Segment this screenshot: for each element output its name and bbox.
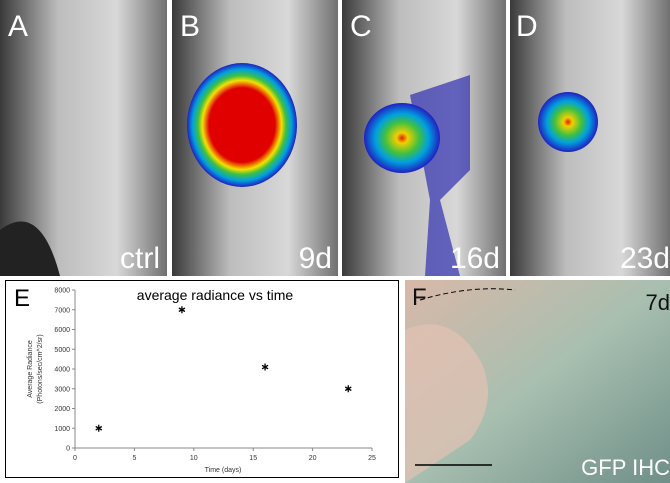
y-tick-label: 5000: [54, 347, 70, 354]
panel-f: F 7d GFP IHC: [405, 280, 670, 483]
panel-label: 7d: [646, 290, 670, 315]
panel-letter: E: [14, 285, 30, 312]
x-tick-label: 20: [309, 455, 317, 462]
panel-label: 16d: [450, 242, 500, 275]
panel-letter: D: [516, 10, 538, 43]
x-tick-label: 15: [249, 455, 257, 462]
panel-a: A ctrl: [0, 0, 167, 276]
x-tick-label: 25: [368, 455, 376, 462]
panel-label: 9d: [299, 242, 332, 275]
heat-signal: [364, 103, 440, 173]
x-tick-label: 5: [132, 455, 136, 462]
y-tick-label: 7000: [54, 307, 70, 314]
panel-letter: F: [412, 284, 427, 311]
y-tick-label: 6000: [54, 327, 70, 334]
figure: A ctrl B 9d C 16d D 23d E average radian…: [0, 0, 670, 483]
panel-label: 23d: [620, 242, 670, 275]
y-tick-label: 2000: [54, 406, 70, 413]
chart-title: average radiance vs time: [137, 287, 294, 303]
y-axis-label: (Photons/sec/cm^2/sr): [37, 334, 44, 403]
panel-letter: C: [350, 10, 372, 43]
y-tick-label: 4000: [54, 367, 70, 374]
panel-label: ctrl: [120, 242, 160, 275]
panel-letter: B: [180, 10, 200, 43]
panel-c: C 16d: [342, 0, 506, 276]
panel-letter: A: [8, 10, 28, 43]
y-tick-label: 0: [66, 446, 70, 453]
x-axis-label: Time (days): [205, 467, 242, 474]
x-tick-label: 0: [73, 455, 77, 462]
y-tick-label: 1000: [54, 426, 70, 433]
y-tick-label: 8000: [54, 288, 70, 295]
panel-b: B 9d: [172, 0, 338, 276]
y-tick-label: 3000: [54, 386, 70, 393]
heat-signal: [538, 92, 598, 152]
panel-d: D 23d: [510, 0, 670, 276]
heat-signal: [187, 63, 297, 187]
panel-caption: GFP IHC: [581, 455, 670, 480]
x-tick-label: 10: [190, 455, 198, 462]
y-axis-label: Average Radiance: [27, 340, 34, 398]
panel-e: E average radiance vs time Time (days) A…: [6, 281, 399, 478]
